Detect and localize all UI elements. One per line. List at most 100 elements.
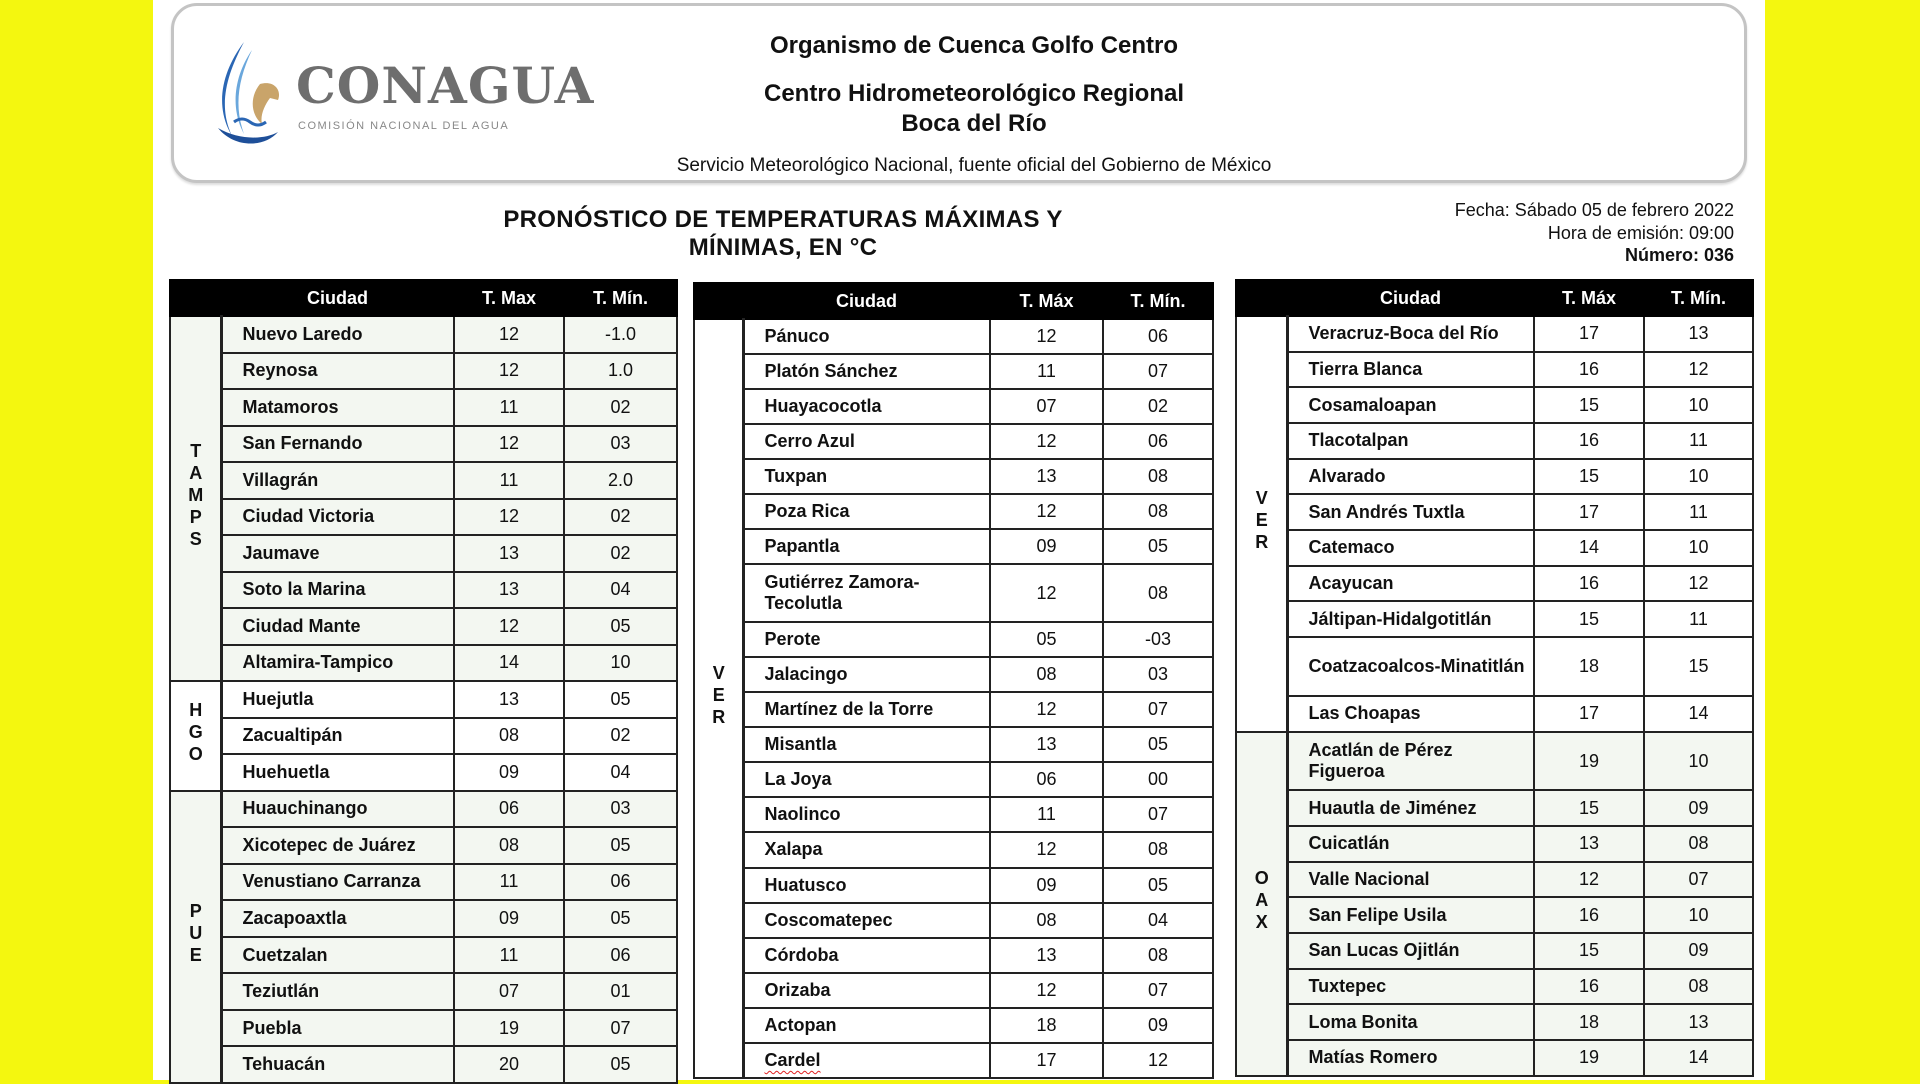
city-name: Actopan bbox=[742, 1006, 991, 1044]
city-name: Huauchinango bbox=[220, 789, 455, 829]
city-name: Huejutla bbox=[220, 680, 455, 719]
forecast-table-2: Ciudad T. Máx T. Mín. VER Pánuco 12 06 Platón S… bbox=[693, 282, 1214, 1079]
state-label: HGO bbox=[169, 680, 223, 792]
city-text: Coscomatepec bbox=[764, 909, 893, 930]
city-name: Poza Rica bbox=[742, 493, 991, 531]
max-temp: 20 bbox=[453, 1045, 565, 1084]
city-text: Tierra Blanca bbox=[1308, 359, 1423, 379]
min-temp: 04 bbox=[563, 570, 678, 610]
max-temp: 12 bbox=[989, 493, 1104, 531]
table-header-row: Ciudad T. Máx T. Mín. bbox=[693, 282, 1214, 320]
table-row: Las Choapas 17 14 bbox=[1236, 694, 1754, 733]
table-header-row: Ciudad T. Máx T. Mín. bbox=[1235, 279, 1754, 317]
city-name: Cosamaloapan bbox=[1286, 386, 1535, 425]
max-temp: 12 bbox=[453, 424, 565, 464]
city-name: Coscomatepec bbox=[742, 901, 991, 939]
city-name: Huehuetla bbox=[220, 753, 455, 792]
max-temp: 15 bbox=[1533, 789, 1645, 828]
city-text: Nuevo Laredo bbox=[242, 323, 363, 344]
table-row: Cerro Azul 12 06 bbox=[694, 423, 1214, 461]
min-temp: 08 bbox=[1102, 831, 1214, 869]
city-text: Catemaco bbox=[1308, 537, 1395, 558]
min-temp: 05 bbox=[563, 680, 678, 719]
min-temp: 06 bbox=[563, 935, 678, 975]
city-name: Las Choapas bbox=[1286, 694, 1535, 733]
table-row: Jáltipan-Hidalgotitlán 15 11 bbox=[1236, 600, 1754, 639]
table-row: La Joya 06 00 bbox=[694, 761, 1214, 799]
table-row: Zacapoaxtla 09 05 bbox=[170, 899, 678, 938]
city-text: San Andrés Tuxtla bbox=[1308, 501, 1465, 522]
table-row: Venustiano Carranza 11 06 bbox=[170, 862, 678, 902]
city-name: Altamira-Tampico bbox=[220, 643, 455, 683]
city-text: Jaumave bbox=[242, 542, 320, 563]
table-row: Matamoros 11 02 bbox=[170, 388, 678, 427]
city-name: Martínez de la Torre bbox=[742, 691, 991, 729]
city-name: Cuicatlán bbox=[1286, 825, 1535, 863]
city-name: Cardel bbox=[742, 1041, 991, 1079]
state-code: TAMPS bbox=[185, 441, 206, 552]
max-temp: 17 bbox=[1533, 493, 1645, 532]
min-temp: 13 bbox=[1643, 1003, 1754, 1042]
state-header bbox=[169, 279, 222, 317]
max-temp: 19 bbox=[1533, 1039, 1645, 1077]
city-text: Loma Bonita bbox=[1308, 1011, 1418, 1032]
max-header: T. Max bbox=[453, 279, 565, 317]
city-text: Reynosa bbox=[242, 360, 318, 381]
min-temp: 08 bbox=[1102, 563, 1214, 624]
max-temp: 12 bbox=[989, 563, 1104, 624]
city-text: Soto la Marina bbox=[242, 579, 366, 600]
city-text: Pánuco bbox=[764, 326, 830, 347]
state-label: OAX bbox=[1235, 730, 1289, 1077]
max-temp: 13 bbox=[453, 680, 565, 719]
table-row: Jaumave 13 02 bbox=[170, 534, 678, 573]
table-row: San Andrés Tuxtla 17 11 bbox=[1236, 493, 1754, 532]
max-temp: 14 bbox=[453, 643, 565, 683]
table-row: HGO Huejutla 13 05 bbox=[169, 680, 678, 792]
min-temp: 02 bbox=[563, 716, 678, 756]
max-temp: 16 bbox=[1533, 967, 1645, 1006]
city-name: Cuetzalan bbox=[220, 935, 455, 975]
min-temp: 15 bbox=[1643, 636, 1754, 697]
max-temp: 08 bbox=[989, 901, 1104, 939]
city-text: Acayucan bbox=[1308, 573, 1394, 594]
city-text: San Lucas Ojitlán bbox=[1308, 940, 1460, 961]
min-temp: 10 bbox=[1643, 896, 1754, 935]
min-temp: 06 bbox=[1102, 317, 1214, 356]
max-temp: 09 bbox=[453, 753, 565, 792]
min-temp: 00 bbox=[1102, 761, 1214, 799]
city-text: Altamira-Tampico bbox=[242, 652, 394, 673]
max-temp: 13 bbox=[989, 726, 1104, 764]
max-temp: 12 bbox=[989, 317, 1104, 356]
min-temp: 07 bbox=[1102, 353, 1214, 391]
min-temp: 11 bbox=[1643, 600, 1754, 639]
city-name: San Felipe Usila bbox=[1286, 896, 1535, 935]
state-code: VER bbox=[708, 662, 729, 729]
max-temp: 12 bbox=[453, 497, 565, 537]
state-code: VER bbox=[1251, 488, 1272, 555]
city-name: Tuxtepec bbox=[1286, 967, 1535, 1006]
table-row: Tierra Blanca 16 12 bbox=[1236, 350, 1754, 389]
min-temp: 08 bbox=[1102, 458, 1214, 496]
city-name: La Joya bbox=[742, 761, 991, 799]
city-text: Tlacotalpan bbox=[1308, 430, 1409, 451]
city-text: Gutiérrez Zamora-Tecolutla bbox=[764, 572, 920, 614]
forecast-document: CONAGUA COMISIÓN NACIONAL DEL AGUA Organ… bbox=[153, 0, 1765, 1084]
table-row: Cuicatlán 13 08 bbox=[1236, 825, 1754, 863]
max-temp: 06 bbox=[989, 761, 1104, 799]
min-temp: 02 bbox=[563, 388, 678, 427]
max-temp: 12 bbox=[989, 423, 1104, 461]
forecast-table-1: Ciudad T. Max T. Mín. TAMPS Nuevo Laredo 12 -1… bbox=[169, 279, 678, 1084]
min-temp: 07 bbox=[1102, 971, 1214, 1009]
city-name: Gutiérrez Zamora-Tecolutla bbox=[742, 563, 991, 624]
center-name: Centro Hidrometeorológico Regional bbox=[763, 80, 1185, 107]
date: Fecha: Sábado 05 de febrero 2022 bbox=[1454, 200, 1734, 220]
table-row: Orizaba 12 07 bbox=[694, 971, 1214, 1009]
city-header: Ciudad bbox=[1286, 279, 1535, 317]
city-text: Córdoba bbox=[764, 944, 839, 965]
city-text: Tehuacán bbox=[242, 1054, 326, 1075]
city-text: Orizaba bbox=[764, 979, 831, 1000]
city-text: Platón Sánchez bbox=[764, 361, 898, 382]
min-temp: 08 bbox=[1102, 493, 1214, 531]
city-name: Villagrán bbox=[220, 461, 455, 500]
min-temp: 10 bbox=[563, 643, 678, 683]
